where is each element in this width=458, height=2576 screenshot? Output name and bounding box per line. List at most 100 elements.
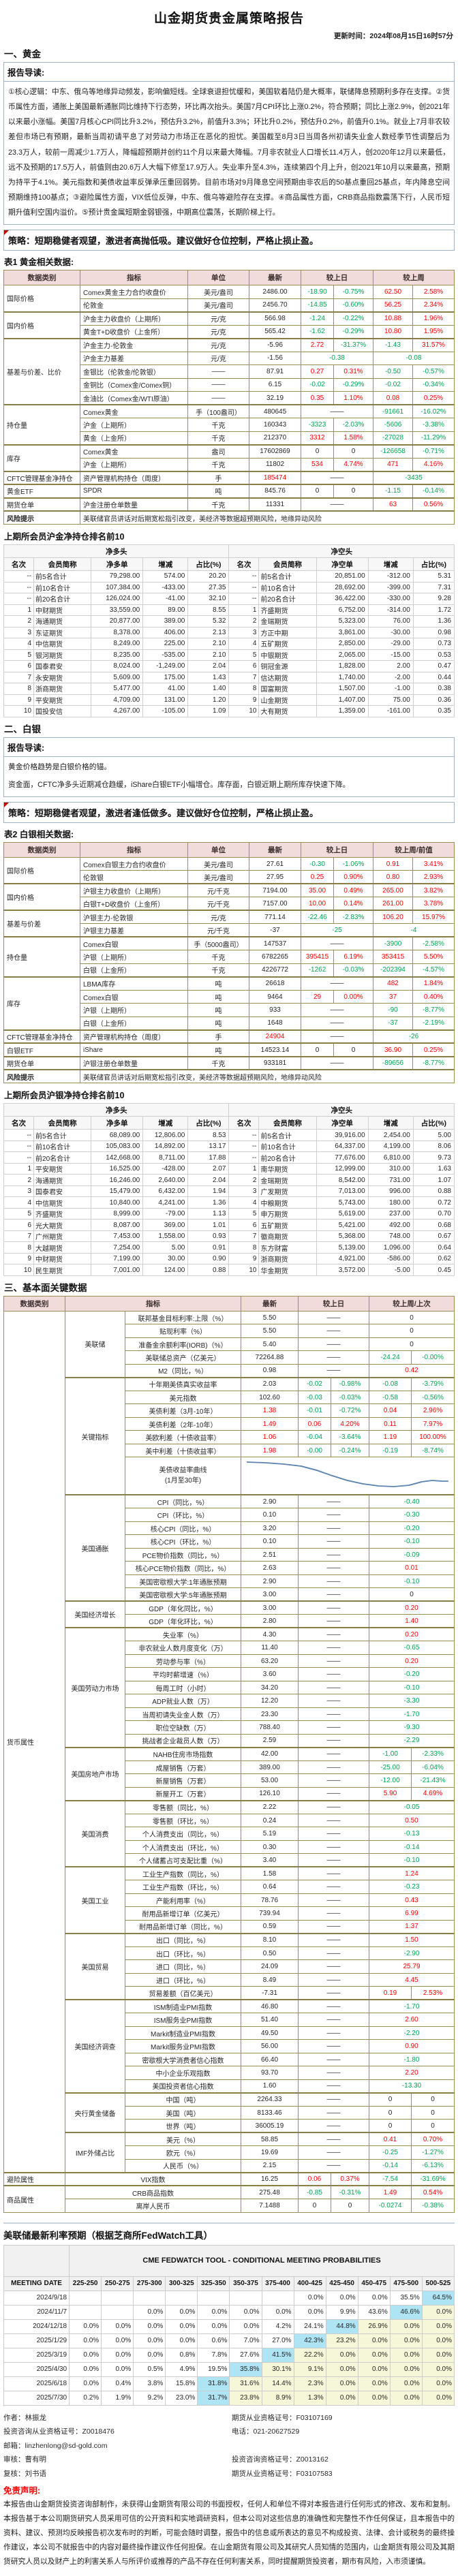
table-cell: 5.50: [241, 1310, 299, 1325]
table-cell: 0.04: [369, 1403, 412, 1418]
table-cell: 1,096.00: [367, 1241, 414, 1254]
table-row: 国内价格 沪金主力收盘价（上期所） 元/克 566.98 -1.24 -0.22% 10.8…: [3, 311, 455, 339]
table-row: 2025/3/19 0.0% 0.0% 0.0% 0.8% 7.8% 27.6% 41.5% 2…: [3, 2347, 455, 2363]
table-cell: -0.10: [368, 1534, 455, 1549]
table-cell: -37: [249, 923, 301, 937]
table-cell: 5,619.00: [316, 1207, 369, 1220]
table-cell: Comex白银: [80, 936, 188, 951]
table-cell: 7,013.00: [316, 1185, 369, 1198]
table-row: 3 国泰君安 15,479.00 6,432.00 1.94 3 广发期货 7,013.00 9…: [3, 1185, 455, 1198]
table-cell: 元/克: [187, 337, 249, 352]
table-cell: 41.5%: [261, 2347, 294, 2363]
table-row: 2025/4/30 0.0% 0.0% 0.5% 4.9% 19.5% 35.8% 30.1%…: [3, 2361, 455, 2377]
table-cell: 伦敦银: [80, 870, 188, 884]
table-cell: --: [3, 1151, 35, 1164]
table-row: GDP（年化环比，%） 2.80 —— 1.40: [4, 1614, 455, 1628]
table-cell: 7: [228, 671, 260, 684]
table-cell: 美元/盎司: [187, 298, 249, 313]
table-cell: 永安期货: [33, 671, 92, 684]
table-cell: ——: [298, 1959, 369, 1974]
table-cell: 353415: [373, 950, 413, 964]
table-cell: 27.6%: [229, 2347, 262, 2363]
table-cell: 元/千克: [187, 897, 249, 911]
table-row: -- 前5名合计 68,089.00 12,806.00 8.53 -- 前5名合计 39,9…: [3, 1129, 455, 1141]
table-cell: -41.00: [142, 593, 189, 605]
table-row: 沪金主力基差 元/克 -1.56 -0.38 -0.08: [4, 351, 455, 366]
table-cell: -31.69%: [410, 2171, 455, 2186]
table-cell: 31.8%: [197, 2376, 230, 2391]
table-cell: 56.00: [241, 2039, 299, 2053]
table-cell: 中国（吨）: [125, 2092, 241, 2107]
table-cell: 出口（环比，%）: [125, 1946, 241, 1961]
table-cell: -314.00: [367, 604, 414, 617]
table-cell: -0.98%: [331, 1376, 369, 1391]
table-cell: 37: [373, 989, 413, 1004]
table-row: CPI（环比，%） 0.10 —— -0.30: [4, 1508, 455, 1522]
table-cell: -0.04: [298, 1430, 331, 1444]
table-cell: 1.96%: [412, 311, 455, 326]
table-header-cell: 数据类别: [3, 270, 80, 286]
table-cell: 565.42: [249, 324, 301, 339]
table-cell: 前10名合计: [33, 581, 92, 594]
table-cell: --: [3, 1140, 35, 1153]
table-cell: 225.00: [142, 638, 189, 650]
table-row: 央行黄金储备 中国（吨） 2264.33 —— 0 0: [4, 2092, 455, 2133]
table-cell: -90: [373, 1003, 413, 1017]
table-cell: ——: [298, 1733, 369, 1748]
table-cell: 山金期货: [258, 694, 317, 707]
table-cell: 0.37%: [331, 2171, 369, 2186]
table-header-cell: 增减: [367, 1116, 414, 1130]
table-cell: 美国投资者信心指数: [125, 2079, 241, 2094]
table-cell: 58.85: [241, 2132, 299, 2147]
table-cell: 739.94: [241, 1906, 299, 1921]
table-cell: 2.04: [187, 1174, 230, 1186]
table-cell: 8,378.00: [91, 626, 144, 639]
table-cell: 美国劳动力市场: [65, 1627, 125, 1748]
table-row: 沪银主力基差 元/千克 -37 -25 -4: [4, 923, 455, 937]
table-cell: 2: [228, 1174, 260, 1186]
table-cell: 个人储蓄占可支配比重（%）: [125, 1853, 241, 1867]
table-cell: 1,558.00: [142, 1230, 189, 1243]
table-cell: 8.53: [187, 1129, 230, 1141]
table-cell: -0.14%: [412, 484, 455, 499]
table-cell: 3.00: [241, 1587, 299, 1602]
table-cell: 避险属性: [3, 2171, 65, 2186]
table-cell: 29: [301, 989, 334, 1004]
table-cell: 265.00: [373, 883, 413, 898]
table-cell: [261, 2290, 294, 2306]
table-row: 库存 LBMA库存吨 26618 —— 482 1.84%: [3, 976, 455, 1031]
table-cell: 35.5%: [389, 2290, 423, 2306]
table-cell: 零售额（同比，%）: [125, 1799, 241, 1814]
table-cell: 元/克: [187, 324, 249, 339]
table-row: 个人消费支出（环比，%） 0.30 —— -0.14: [4, 1840, 455, 1855]
table-cell: 7: [3, 1230, 35, 1243]
table-cell: 3: [3, 626, 35, 639]
table-cell: 0.0%: [165, 2304, 198, 2320]
table-cell: 新屋开工（万套）: [125, 1786, 241, 1801]
table-cell: 9: [228, 1252, 260, 1265]
table-cell: 前20名合计: [33, 593, 92, 605]
table-cell: 0: [410, 2105, 455, 2120]
table-row: 贸易差额（百亿美元） -7.31 —— 0.19 2.53%: [4, 1986, 455, 2000]
table-cell: 0.0%: [325, 2361, 358, 2377]
table-row: CME FEDWATCH TOOL - CONDITIONAL MEETING …: [3, 2244, 455, 2277]
table-cell: -0.57%: [412, 364, 455, 379]
table-cell: 0.38: [412, 683, 455, 695]
table-cell: 0.0%: [101, 2347, 134, 2363]
table-cell: 个人消费支出（环比，%）: [125, 1840, 241, 1855]
table-cell: -2.29: [368, 1733, 455, 1748]
table-cell: 0.0%: [389, 2361, 423, 2377]
table-cell: 耐用品新增订单（亿美元）: [125, 1906, 241, 1921]
table-cell: 0.35: [412, 705, 455, 717]
table-cell: 1: [3, 604, 35, 617]
table-cell: 6,752.00: [316, 604, 369, 617]
table-cell: --: [228, 570, 260, 583]
table-cell: 9.9%: [325, 2304, 358, 2320]
table-cell: 124.00: [142, 1264, 189, 1276]
table-header-cell: 475-500: [389, 2276, 423, 2291]
table-cell: -0.58: [369, 1390, 412, 1405]
gold-data-table: 数据类别 指标 单位 最新 较上日 较上周 国际价格 Comex黄金主力合约收盘价 美元/盎司 2…: [3, 270, 455, 525]
table-cell: 0.0%: [69, 2361, 102, 2377]
table-cell: 美元（%）: [125, 2132, 241, 2147]
table-cell: ——: [298, 1508, 369, 1522]
